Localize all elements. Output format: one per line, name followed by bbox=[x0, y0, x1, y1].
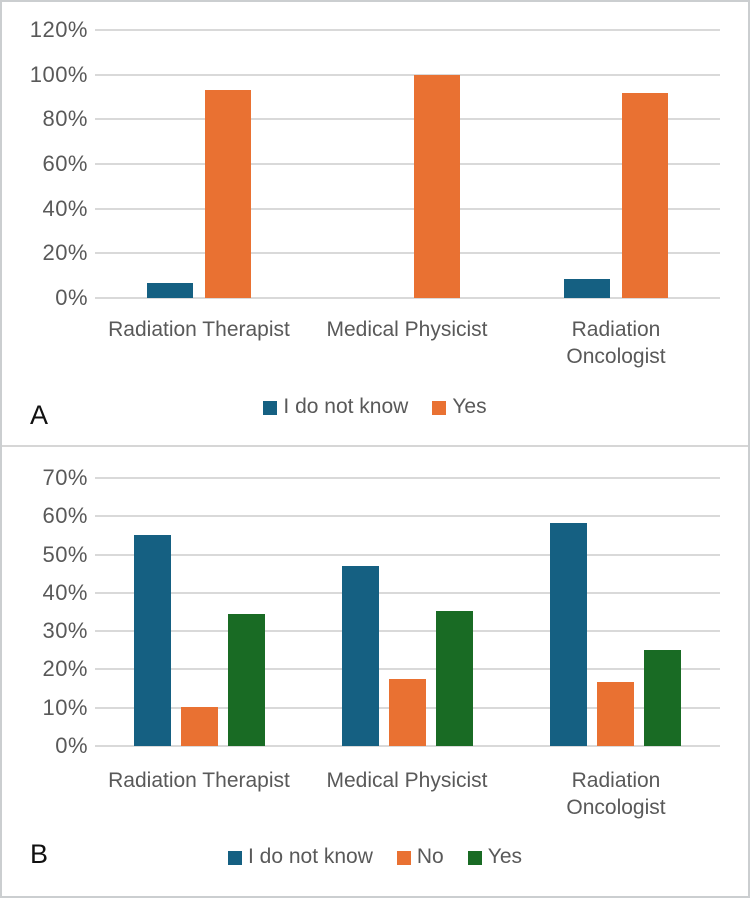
y-axis-tick-label: 50% bbox=[42, 541, 88, 567]
chart-panel-b: B 0% 10% 20% 30% 40% 50% 60% 70% Radiation Thera… bbox=[2, 447, 748, 896]
gridline-40% bbox=[95, 207, 720, 210]
legend-item-i-do-not-know: I do not know bbox=[227, 845, 373, 869]
bar-i-do-not-know-radiation-therapist bbox=[147, 283, 193, 298]
chart-legend: I do not know No Yes bbox=[2, 845, 748, 869]
gridline-120% bbox=[95, 29, 720, 31]
x-axis-category-label: Radiation Therapist bbox=[108, 318, 290, 341]
gridline-50% bbox=[95, 553, 720, 556]
x-axis-category-label: Radiation Oncologist bbox=[566, 769, 666, 819]
gridline-40% bbox=[95, 591, 720, 594]
x-axis-category-label: Medical Physicist bbox=[326, 318, 488, 341]
y-axis-tick-label: 80% bbox=[42, 106, 88, 132]
y-axis-tick-label: 30% bbox=[42, 618, 88, 644]
y-axis-tick-label: 20% bbox=[42, 240, 88, 266]
bar-yes-medical-physicist bbox=[436, 611, 473, 746]
bar-yes-radiation-therapist bbox=[228, 614, 265, 746]
bar-yes-radiation-oncologist bbox=[622, 93, 668, 298]
legend-swatch-icon bbox=[227, 851, 242, 865]
gridline-80% bbox=[95, 118, 720, 121]
legend-item-no: No bbox=[396, 845, 444, 869]
x-axis-category-label: Radiation Oncologist bbox=[566, 318, 666, 368]
gridline-30% bbox=[95, 630, 720, 633]
gridline-0% bbox=[95, 297, 720, 299]
legend-label: Yes bbox=[452, 395, 487, 418]
gridline-20% bbox=[95, 252, 720, 255]
gridline-20% bbox=[95, 668, 720, 671]
gridline-70% bbox=[95, 477, 720, 479]
legend-label: I do not know bbox=[247, 845, 373, 868]
legend-swatch-icon bbox=[396, 851, 411, 865]
bar-i-do-not-know-radiation-therapist bbox=[134, 535, 171, 746]
y-axis-tick-label: 10% bbox=[42, 694, 88, 720]
legend-swatch-icon bbox=[263, 401, 278, 415]
y-axis-tick-label: 70% bbox=[42, 465, 88, 490]
y-axis-tick-label: 40% bbox=[42, 579, 88, 605]
bar-yes-radiation-oncologist bbox=[644, 650, 681, 746]
x-axis-category-label: Radiation Therapist bbox=[108, 769, 290, 792]
legend-item-yes: Yes bbox=[432, 395, 487, 419]
legend-swatch-icon bbox=[467, 851, 482, 865]
legend-label: I do not know bbox=[283, 395, 409, 418]
chart-legend: I do not know Yes bbox=[2, 395, 748, 419]
bar-no-radiation-therapist bbox=[181, 707, 218, 746]
chart-panel-a: A 0% 20% 40% 60% 80% 100% 120% Radiation Therap… bbox=[2, 2, 748, 447]
legend-swatch-icon bbox=[432, 401, 447, 415]
legend-label: No bbox=[416, 845, 444, 868]
bar-i-do-not-know-medical-physicist bbox=[342, 566, 379, 746]
panel-label-a: A bbox=[30, 400, 49, 430]
bar-i-do-not-know-radiation-oncologist bbox=[550, 523, 587, 746]
legend-label: Yes bbox=[487, 845, 523, 868]
y-axis-tick-label: 20% bbox=[42, 656, 88, 682]
y-axis-tick-label: 100% bbox=[29, 61, 88, 87]
gridline-100% bbox=[95, 73, 720, 76]
bar-no-radiation-oncologist bbox=[597, 682, 634, 746]
y-axis-tick-label: 0% bbox=[55, 285, 88, 310]
gridline-60% bbox=[95, 163, 720, 165]
y-axis-tick-label: 60% bbox=[42, 503, 88, 529]
y-axis-tick-label: 120% bbox=[29, 17, 88, 42]
bar-no-medical-physicist bbox=[389, 679, 426, 746]
gridline-60% bbox=[95, 515, 720, 518]
bar-yes-radiation-therapist bbox=[205, 90, 251, 298]
y-axis-tick-label: 40% bbox=[42, 195, 88, 221]
legend-item-i-do-not-know: I do not know bbox=[263, 395, 408, 419]
y-axis-tick-label: 0% bbox=[55, 733, 88, 758]
panel-label-b: B bbox=[30, 839, 49, 869]
gridline-0% bbox=[95, 745, 720, 747]
x-axis-category-label: Medical Physicist bbox=[326, 769, 488, 792]
bar-yes-medical-physicist bbox=[414, 75, 460, 298]
bar-i-do-not-know-radiation-oncologist bbox=[564, 279, 610, 298]
y-axis-tick-label: 60% bbox=[42, 151, 88, 176]
legend-item-yes: Yes bbox=[467, 845, 523, 869]
